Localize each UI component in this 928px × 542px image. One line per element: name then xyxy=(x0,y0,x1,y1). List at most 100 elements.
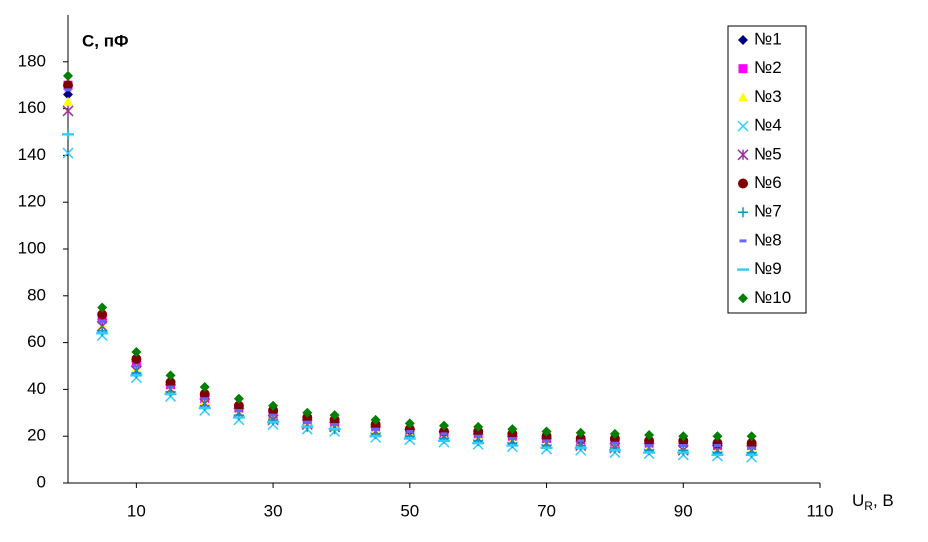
marker xyxy=(713,444,721,448)
marker xyxy=(508,437,516,441)
legend-label: №9 xyxy=(754,259,782,278)
marker xyxy=(575,427,586,438)
marker xyxy=(199,382,210,393)
marker xyxy=(303,420,311,424)
marker xyxy=(577,439,585,443)
marker xyxy=(302,407,313,418)
marker xyxy=(97,302,108,313)
y-tick-label: 180 xyxy=(18,51,46,70)
marker xyxy=(678,431,689,442)
marker xyxy=(97,309,108,320)
marker xyxy=(403,437,416,440)
y-tick-label: 20 xyxy=(27,426,46,445)
marker xyxy=(267,420,280,424)
legend-marker xyxy=(737,120,749,132)
marker xyxy=(372,427,380,431)
x-label-suffix: , В xyxy=(873,491,894,510)
legend-marker xyxy=(737,268,749,271)
marker xyxy=(543,439,551,443)
marker xyxy=(369,435,382,438)
legend-box xyxy=(727,25,807,314)
legend-label: №1 xyxy=(754,29,782,48)
marker xyxy=(506,444,519,447)
legend-marker xyxy=(738,178,748,189)
legend-marker xyxy=(738,92,748,102)
marker xyxy=(644,435,655,446)
marker xyxy=(167,385,175,389)
legend-marker xyxy=(739,239,747,243)
y-tick-label: 80 xyxy=(27,285,46,304)
legend-marker xyxy=(738,293,748,304)
y-tick-label: 40 xyxy=(27,379,46,398)
x-tick-label: 110 xyxy=(806,501,833,520)
x-label-main: U xyxy=(852,491,864,510)
marker xyxy=(404,418,415,429)
marker xyxy=(96,332,109,335)
marker xyxy=(62,133,74,136)
legend-label: №6 xyxy=(754,173,782,192)
y-tick-label: 160 xyxy=(18,98,46,117)
marker xyxy=(748,446,756,450)
x-tick-label: 50 xyxy=(400,501,419,520)
marker xyxy=(474,434,482,438)
y-tick-label: 100 xyxy=(18,238,46,257)
marker xyxy=(541,426,552,437)
marker xyxy=(608,449,621,452)
marker xyxy=(438,439,450,443)
marker xyxy=(609,428,620,439)
marker xyxy=(63,80,73,91)
marker xyxy=(644,430,655,441)
marker xyxy=(643,451,656,454)
legend-label: №4 xyxy=(754,116,782,135)
legend-marker xyxy=(737,149,749,161)
marker xyxy=(677,451,690,454)
marker xyxy=(233,393,244,404)
marker xyxy=(745,453,758,457)
marker xyxy=(233,400,244,411)
y-tick-label: 120 xyxy=(18,192,46,211)
marker xyxy=(268,400,279,411)
y-tick-label: 60 xyxy=(27,332,46,351)
legend-label: №7 xyxy=(754,202,782,221)
x-tick-label: 10 xyxy=(127,501,146,520)
marker xyxy=(746,431,757,442)
marker xyxy=(165,377,176,388)
marker xyxy=(712,431,723,442)
marker xyxy=(130,374,143,377)
marker xyxy=(301,425,314,429)
marker xyxy=(473,421,484,432)
marker xyxy=(131,346,142,357)
marker xyxy=(199,389,210,400)
marker xyxy=(406,430,414,434)
legend-label: №5 xyxy=(754,144,782,163)
marker xyxy=(645,444,653,448)
marker xyxy=(165,370,176,381)
y-tick-label: 0 xyxy=(37,472,46,491)
marker xyxy=(64,88,72,92)
marker xyxy=(63,89,73,100)
legend-label: №2 xyxy=(754,58,782,77)
marker xyxy=(439,420,449,431)
marker xyxy=(331,423,339,426)
marker xyxy=(679,444,687,448)
x-axis-label: UR, В xyxy=(852,491,894,513)
legend-marker xyxy=(738,35,748,45)
marker xyxy=(540,446,553,450)
marker xyxy=(164,392,177,396)
marker xyxy=(269,413,277,417)
marker xyxy=(62,105,74,117)
x-tick-label: 90 xyxy=(674,501,693,520)
marker xyxy=(328,427,341,431)
marker xyxy=(98,320,106,324)
marker xyxy=(329,410,340,421)
marker xyxy=(574,446,587,450)
legend-marker xyxy=(738,207,748,218)
marker xyxy=(201,397,209,401)
x-label-sub: R xyxy=(864,499,873,513)
marker xyxy=(132,364,140,368)
y-tick-label: 140 xyxy=(18,145,46,164)
marker xyxy=(62,147,74,159)
marker xyxy=(440,432,448,436)
x-tick-label: 70 xyxy=(537,501,556,520)
